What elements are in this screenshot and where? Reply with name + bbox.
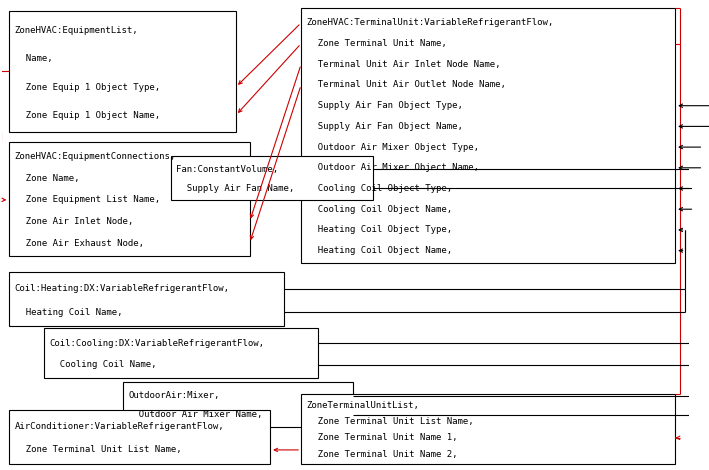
Text: Zone Name,: Zone Name, (15, 174, 79, 183)
FancyBboxPatch shape (9, 273, 284, 326)
Text: ZoneTerminalUnitList,: ZoneTerminalUnitList, (306, 401, 420, 410)
Text: Zone Equip 1 Object Name,: Zone Equip 1 Object Name, (15, 111, 160, 120)
Text: Supply Air Fan Name,: Supply Air Fan Name, (176, 184, 294, 193)
Text: Outdoor Air Mixer Object Name,: Outdoor Air Mixer Object Name, (306, 163, 479, 172)
FancyBboxPatch shape (44, 329, 318, 377)
FancyBboxPatch shape (9, 141, 250, 256)
Text: Outdoor Air Mixer Name,: Outdoor Air Mixer Name, (128, 410, 262, 420)
Text: Coil:Heating:DX:VariableRefrigerantFlow,: Coil:Heating:DX:VariableRefrigerantFlow, (15, 284, 230, 293)
FancyBboxPatch shape (301, 8, 675, 263)
FancyBboxPatch shape (9, 11, 236, 132)
Text: Zone Terminal Unit Name 2,: Zone Terminal Unit Name 2, (306, 450, 457, 459)
Text: Fan:ConstantVolume,: Fan:ConstantVolume, (176, 164, 278, 173)
Text: Zone Equipment List Name,: Zone Equipment List Name, (15, 196, 160, 204)
Text: Cooling Coil Name,: Cooling Coil Name, (49, 360, 157, 369)
Text: Zone Terminal Unit Name,: Zone Terminal Unit Name, (306, 39, 447, 48)
Text: Outdoor Air Mixer Object Type,: Outdoor Air Mixer Object Type, (306, 142, 479, 152)
Text: OutdoorAir:Mixer,: OutdoorAir:Mixer, (128, 391, 220, 400)
FancyBboxPatch shape (171, 156, 373, 200)
Text: Zone Air Inlet Node,: Zone Air Inlet Node, (15, 217, 133, 226)
Text: Zone Terminal Unit List Name,: Zone Terminal Unit List Name, (306, 417, 473, 426)
FancyBboxPatch shape (9, 410, 270, 464)
Text: Terminal Unit Air Outlet Node Name,: Terminal Unit Air Outlet Node Name, (306, 80, 506, 89)
Text: Name,: Name, (15, 54, 52, 63)
Text: Supply Air Fan Object Type,: Supply Air Fan Object Type, (306, 101, 462, 110)
Text: Supply Air Fan Object Name,: Supply Air Fan Object Name, (306, 122, 462, 131)
Text: Terminal Unit Air Inlet Node Name,: Terminal Unit Air Inlet Node Name, (306, 60, 500, 69)
FancyBboxPatch shape (301, 394, 675, 464)
Text: Cooling Coil Object Type,: Cooling Coil Object Type, (306, 184, 452, 193)
Text: Coil:Cooling:DX:VariableRefrigerantFlow,: Coil:Cooling:DX:VariableRefrigerantFlow, (49, 339, 264, 348)
Text: Zone Terminal Unit Name 1,: Zone Terminal Unit Name 1, (306, 433, 457, 442)
Text: Cooling Coil Object Name,: Cooling Coil Object Name, (306, 205, 452, 214)
Text: AirConditioner:VariableRefrigerantFlow,: AirConditioner:VariableRefrigerantFlow, (15, 422, 225, 431)
FancyBboxPatch shape (123, 382, 352, 427)
Text: Zone Air Exhaust Node,: Zone Air Exhaust Node, (15, 239, 144, 248)
Text: Heating Coil Object Name,: Heating Coil Object Name, (306, 246, 452, 255)
Text: Heating Coil Name,: Heating Coil Name, (15, 307, 123, 317)
Text: ZoneHVAC:EquipmentConnections,: ZoneHVAC:EquipmentConnections, (15, 152, 176, 161)
Text: ZoneHVAC:TerminalUnit:VariableRefrigerantFlow,: ZoneHVAC:TerminalUnit:VariableRefrigeran… (306, 18, 554, 27)
Text: Heating Coil Object Type,: Heating Coil Object Type, (306, 226, 452, 235)
Text: Zone Equip 1 Object Type,: Zone Equip 1 Object Type, (15, 83, 160, 92)
Text: ZoneHVAC:EquipmentList,: ZoneHVAC:EquipmentList, (15, 26, 138, 35)
Text: Zone Terminal Unit List Name,: Zone Terminal Unit List Name, (15, 446, 182, 454)
